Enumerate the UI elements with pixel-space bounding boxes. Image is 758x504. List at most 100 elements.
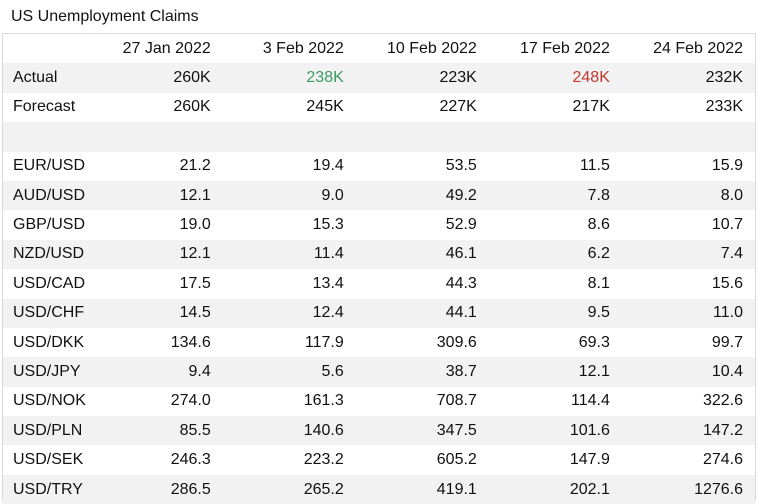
spacer-cell — [621, 122, 755, 152]
claims-table: 27 Jan 2022 3 Feb 2022 10 Feb 2022 17 Fe… — [3, 34, 755, 504]
pair-label: USD/DKK — [13, 333, 85, 351]
row-label: Actual — [3, 63, 100, 93]
pair-row: USD/NOK 274.0 161.3 708.7 114.4 322.6 — [3, 387, 755, 416]
pair-value: 274.6 — [702, 451, 743, 469]
pair-value: 265.2 — [222, 474, 356, 504]
pair-value: 15.9 — [711, 157, 743, 175]
pair-value: 309.6 — [436, 333, 477, 351]
pair-row: USD/TRY 286.5 265.2 419.1 202.1 1276.6 — [3, 474, 755, 504]
pair-value: 10.4 — [621, 357, 755, 387]
pair-row: AUD/USD 12.1 9.0 49.2 7.8 8.0 — [3, 180, 755, 211]
pair-row: USD/JPY 9.4 5.6 38.7 12.1 10.4 — [3, 357, 755, 387]
pair-label: USD/SEK — [13, 451, 84, 469]
actual-value: 223K — [355, 63, 489, 93]
pair-value: 14.5 — [99, 298, 223, 328]
actual-value: 238K — [222, 63, 356, 93]
column-header: 27 Jan 2022 — [99, 34, 223, 64]
pair-value: 52.9 — [445, 216, 477, 234]
pair-value: 15.6 — [711, 274, 743, 292]
pair-label: USD/TRY — [3, 474, 100, 504]
column-header: 17 Feb 2022 — [488, 34, 622, 64]
pair-value: 12.1 — [99, 239, 223, 270]
pair-value: 101.6 — [488, 416, 622, 446]
pair-value: 7.4 — [621, 239, 755, 270]
pair-label: GBP/USD — [13, 216, 86, 234]
actual-row: Actual 260K 238K 223K 248K 232K — [3, 63, 755, 93]
pair-value: 347.5 — [355, 416, 489, 446]
pair-value: 419.1 — [355, 474, 489, 504]
pair-label: USD/JPY — [3, 357, 100, 387]
pair-value: 708.7 — [436, 392, 477, 410]
pair-value: 53.5 — [445, 157, 477, 175]
spacer-cell — [355, 122, 489, 152]
pair-value: 11.4 — [222, 239, 356, 270]
pair-value: 134.6 — [170, 333, 211, 351]
pair-value: 8.1 — [587, 274, 610, 292]
pair-value: 46.1 — [355, 239, 489, 270]
pair-value: 10.7 — [711, 216, 743, 234]
pair-value: 8.6 — [587, 216, 610, 234]
pair-value: 5.6 — [222, 357, 356, 387]
spacer-cell — [488, 122, 622, 152]
pair-value: 17.5 — [179, 274, 211, 292]
pair-label: EUR/USD — [13, 157, 86, 175]
pair-row: GBP/USD 19.0 15.3 52.9 8.6 10.7 — [3, 210, 755, 239]
pair-value: 15.3 — [312, 216, 344, 234]
spacer-row — [3, 122, 755, 152]
pair-label: AUD/USD — [3, 180, 100, 211]
pair-row: USD/PLN 85.5 140.6 347.5 101.6 147.2 — [3, 416, 755, 446]
pair-row: USD/DKK 134.6 117.9 309.6 69.3 99.7 — [3, 328, 755, 357]
pair-value: 44.1 — [355, 298, 489, 328]
pair-value: 322.6 — [702, 392, 743, 410]
pair-value: 223.2 — [303, 451, 344, 469]
pair-row: NZD/USD 12.1 11.4 46.1 6.2 7.4 — [3, 239, 755, 270]
pair-value: 114.4 — [571, 392, 610, 410]
pair-value: 85.5 — [99, 416, 223, 446]
pair-value: 140.6 — [222, 416, 356, 446]
pair-label: USD/NOK — [13, 392, 86, 410]
forecast-value: 260K — [173, 98, 211, 116]
pair-row: USD/SEK 246.3 223.2 605.2 147.9 274.6 — [3, 445, 755, 474]
forecast-row: Forecast 260K 245K 227K 217K 233K — [3, 93, 755, 122]
pair-value: 274.0 — [170, 392, 211, 410]
pair-value: 6.2 — [488, 239, 622, 270]
claims-table-container: 27 Jan 2022 3 Feb 2022 10 Feb 2022 17 Fe… — [2, 33, 756, 504]
pair-value: 44.3 — [445, 274, 477, 292]
pair-value: 117.9 — [304, 333, 344, 351]
row-label: Forecast — [13, 98, 76, 116]
pair-label: USD/CHF — [3, 298, 100, 328]
actual-value: 260K — [99, 63, 223, 93]
actual-value: 248K — [488, 63, 622, 93]
header-row: 27 Jan 2022 3 Feb 2022 10 Feb 2022 17 Fe… — [3, 34, 755, 64]
header-blank — [3, 34, 100, 64]
pair-value: 11.5 — [579, 157, 610, 175]
column-header: 10 Feb 2022 — [355, 34, 489, 64]
pair-value: 286.5 — [99, 474, 223, 504]
pair-value: 7.8 — [488, 180, 622, 211]
pair-value: 19.0 — [179, 216, 211, 234]
pair-value: 1276.6 — [621, 474, 755, 504]
pair-value: 49.2 — [355, 180, 489, 211]
pair-value: 21.2 — [179, 157, 211, 175]
pair-value: 19.4 — [312, 157, 344, 175]
pair-label: USD/PLN — [3, 416, 100, 446]
pair-value: 147.2 — [621, 416, 755, 446]
pair-label: USD/CAD — [13, 274, 86, 292]
forecast-value: 233K — [705, 98, 743, 116]
pair-value: 147.9 — [569, 451, 610, 469]
spacer-cell — [222, 122, 356, 152]
pair-value: 605.2 — [436, 451, 477, 469]
pair-value: 13.4 — [312, 274, 344, 292]
pair-label: NZD/USD — [3, 239, 100, 270]
pair-row: USD/CHF 14.5 12.4 44.1 9.5 11.0 — [3, 298, 755, 328]
pair-value: 99.7 — [711, 333, 743, 351]
pair-value: 9.5 — [488, 298, 622, 328]
actual-value: 232K — [621, 63, 755, 93]
forecast-value: 217K — [572, 98, 610, 116]
forecast-value: 227K — [439, 98, 477, 116]
pair-value: 38.7 — [355, 357, 489, 387]
spacer-cell — [99, 122, 223, 152]
pair-value: 69.3 — [578, 333, 610, 351]
pair-value: 202.1 — [488, 474, 622, 504]
pair-row: EUR/USD 21.2 19.4 53.5 11.5 15.9 — [3, 152, 755, 181]
